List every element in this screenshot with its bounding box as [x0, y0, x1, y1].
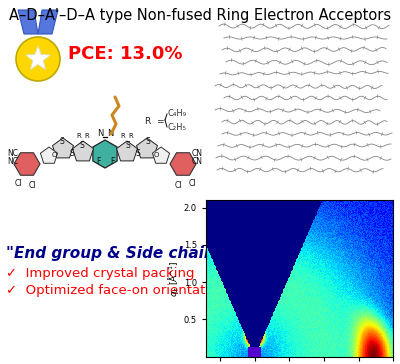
Polygon shape [93, 140, 117, 168]
Polygon shape [38, 10, 58, 34]
Polygon shape [40, 147, 58, 163]
Text: S: S [60, 138, 64, 146]
Text: F: F [110, 158, 114, 166]
Polygon shape [18, 10, 38, 34]
Text: R: R [85, 133, 89, 139]
Text: S: S [70, 150, 74, 158]
Text: C₄H₉: C₄H₉ [167, 110, 186, 119]
Text: N: N [107, 129, 113, 138]
Bar [248, 347, 261, 357]
Polygon shape [136, 138, 158, 158]
Text: PCE: 13.0%: PCE: 13.0% [68, 45, 182, 63]
Y-axis label: $q_z$ [Å$^{-1}$]: $q_z$ [Å$^{-1}$] [166, 260, 181, 297]
Text: O: O [153, 152, 159, 158]
Text: NC: NC [7, 157, 18, 166]
Text: Cl: Cl [188, 178, 196, 187]
Text: Cl: Cl [14, 178, 22, 187]
Text: CN: CN [192, 157, 203, 166]
Text: A–D–A'–D–A type Non-fused Ring Electron Acceptors: A–D–A'–D–A type Non-fused Ring Electron … [9, 8, 391, 23]
Text: F: F [96, 158, 100, 166]
Text: S: S [126, 142, 130, 150]
Polygon shape [170, 153, 196, 175]
Text: S: S [136, 150, 140, 158]
Text: ✓  Improved crystal packing: ✓ Improved crystal packing [6, 267, 194, 280]
Polygon shape [152, 147, 170, 163]
Text: R  =: R = [145, 118, 164, 127]
Text: "End group & Side chain": "End group & Side chain" [6, 246, 223, 261]
Text: NC: NC [7, 150, 18, 158]
Text: N: N [97, 129, 103, 138]
Text: ✓  Optimized face-on orientation: ✓ Optimized face-on orientation [6, 284, 226, 297]
Polygon shape [14, 153, 40, 175]
Text: CN: CN [192, 150, 203, 158]
Text: Cl: Cl [174, 182, 182, 190]
Text: Cl: Cl [28, 182, 36, 190]
Polygon shape [72, 141, 94, 161]
Text: O: O [51, 152, 57, 158]
Text: R: R [129, 133, 133, 139]
Polygon shape [26, 46, 50, 70]
Text: R: R [121, 133, 125, 139]
Polygon shape [116, 141, 138, 161]
Circle shape [16, 37, 60, 81]
Text: S: S [80, 142, 84, 150]
Text: S: S [146, 138, 150, 146]
Polygon shape [52, 138, 74, 158]
Text: R: R [77, 133, 81, 139]
Text: C₂H₅: C₂H₅ [167, 123, 186, 131]
